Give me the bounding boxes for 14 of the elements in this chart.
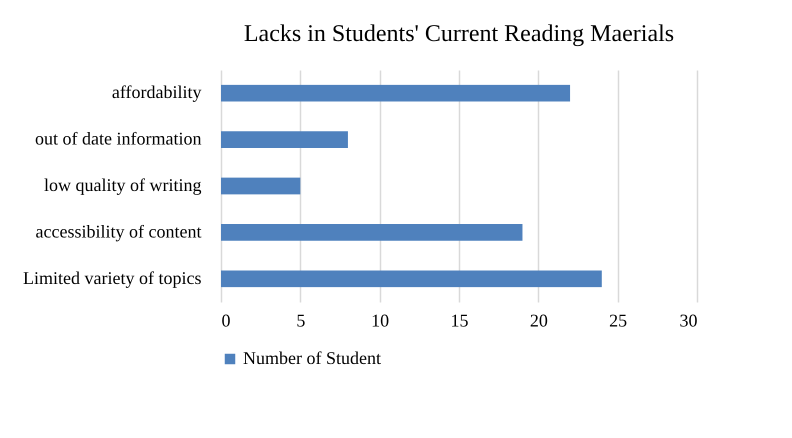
- x-tick-label: 20: [530, 310, 548, 330]
- x-tick-label: 25: [609, 310, 628, 330]
- x-tick-label: 5: [296, 310, 306, 330]
- y-tick-label: Limited variety of topics: [23, 268, 202, 288]
- legend-label: Number of Student: [243, 348, 381, 368]
- y-tick-label: out of date information: [35, 128, 202, 149]
- y-tick-label: accessibility of content: [36, 221, 202, 242]
- x-tick-label: 30: [680, 310, 698, 330]
- y-tick-label: affordability: [112, 82, 202, 102]
- x-tick-label: 15: [450, 310, 468, 330]
- x-tick-label: 10: [371, 310, 390, 330]
- x-tick-label: 0: [222, 310, 230, 330]
- chart-title: Lacks in Students' Current Reading Maerials: [244, 21, 674, 47]
- y-tick-label: low quality of writing: [44, 175, 202, 195]
